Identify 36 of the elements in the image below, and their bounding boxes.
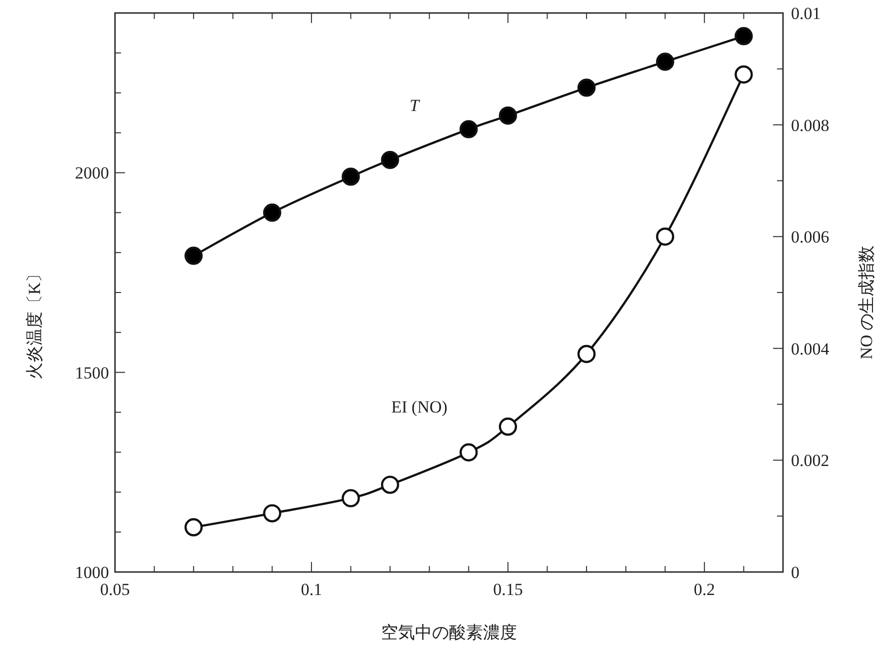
y2-tick-label: 0.002 — [791, 451, 830, 470]
series-label: T — [410, 96, 421, 116]
x-tick-label: 0.15 — [493, 580, 523, 599]
y2-tick-label: 0.004 — [791, 339, 830, 358]
point — [656, 228, 674, 246]
x-tick-label: 0.05 — [100, 580, 130, 599]
y-axis-title: 火炎温度〔K〕 — [25, 265, 44, 380]
point — [342, 168, 360, 186]
point — [460, 120, 478, 138]
point — [380, 150, 400, 170]
point — [460, 443, 478, 462]
point — [498, 106, 518, 125]
y2-tick-label: 0 — [791, 563, 800, 582]
y2-tick-label: 0.01 — [791, 4, 821, 23]
y2-axis-title: NO の生成指数 — [857, 246, 876, 360]
point — [184, 246, 203, 265]
series-label: EI (NO) — [391, 397, 448, 416]
point — [380, 476, 400, 494]
x-tick-label: 0.1 — [300, 580, 322, 599]
y-tick-label: 1000 — [75, 563, 109, 582]
point — [577, 78, 596, 97]
point — [734, 27, 753, 46]
y-tick-label: 2000 — [75, 164, 109, 183]
x-axis-title: 空気中の酸素濃度 — [381, 623, 517, 642]
point — [498, 418, 518, 436]
point — [577, 344, 596, 364]
point — [263, 204, 282, 222]
point — [656, 52, 674, 71]
y-tick-label: 1500 — [75, 363, 109, 382]
y2-tick-label: 0.008 — [791, 116, 830, 135]
point — [263, 504, 282, 522]
point — [734, 65, 753, 84]
point — [184, 518, 203, 536]
y2-tick-label: 0.006 — [791, 228, 830, 247]
point — [342, 489, 360, 508]
x-tick-label: 0.2 — [694, 580, 716, 599]
